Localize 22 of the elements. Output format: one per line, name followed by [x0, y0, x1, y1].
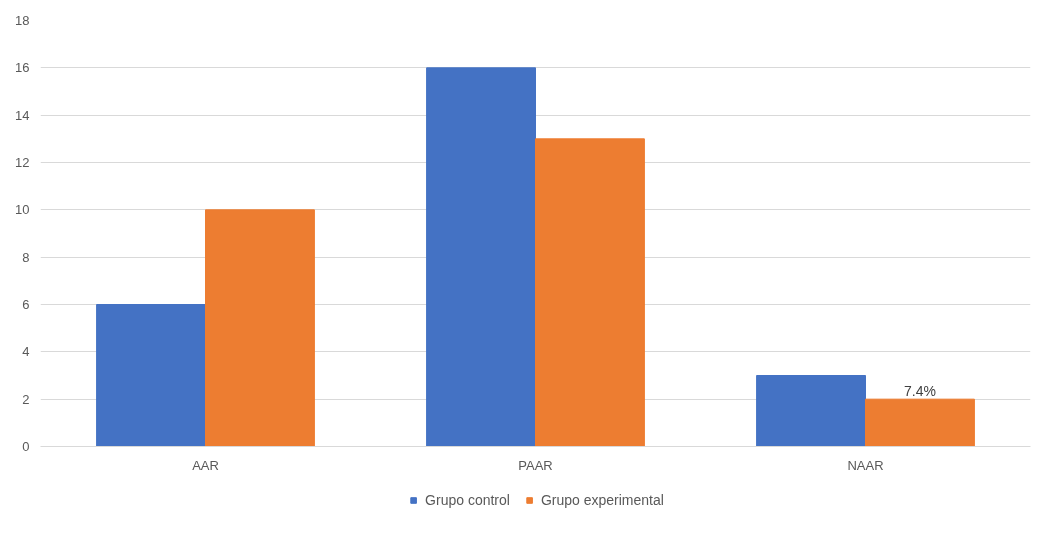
- y-tick-label: 14: [15, 107, 30, 123]
- y-tick-label: 6: [22, 297, 30, 312]
- bar: [865, 398, 975, 447]
- y-tick-label: 18: [15, 13, 30, 28]
- bar: [96, 304, 206, 447]
- bar: [205, 209, 315, 447]
- bar: [756, 375, 866, 447]
- x-tick-label: NAAR: [847, 457, 884, 473]
- bar: [535, 138, 645, 447]
- y-tick-label: 10: [15, 202, 30, 218]
- bar: [426, 67, 536, 447]
- y-tick-label: 4: [22, 344, 30, 360]
- y-tick-label: 12: [15, 155, 30, 170]
- annotation: 7.4%: [903, 383, 936, 400]
- x-tick-label: AAR: [192, 457, 219, 473]
- y-tick-label: 0: [22, 439, 30, 454]
- legend-label: Grupo experimental: [540, 492, 664, 508]
- x-tick-label: PAAR: [518, 457, 553, 473]
- legend-label: Grupo control: [425, 492, 510, 508]
- y-tick-label: 2: [22, 391, 30, 407]
- y-tick-label: 8: [22, 249, 30, 265]
- y-tick-label: 16: [15, 60, 30, 76]
